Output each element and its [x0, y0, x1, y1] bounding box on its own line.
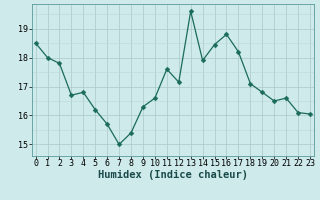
- X-axis label: Humidex (Indice chaleur): Humidex (Indice chaleur): [98, 170, 248, 180]
